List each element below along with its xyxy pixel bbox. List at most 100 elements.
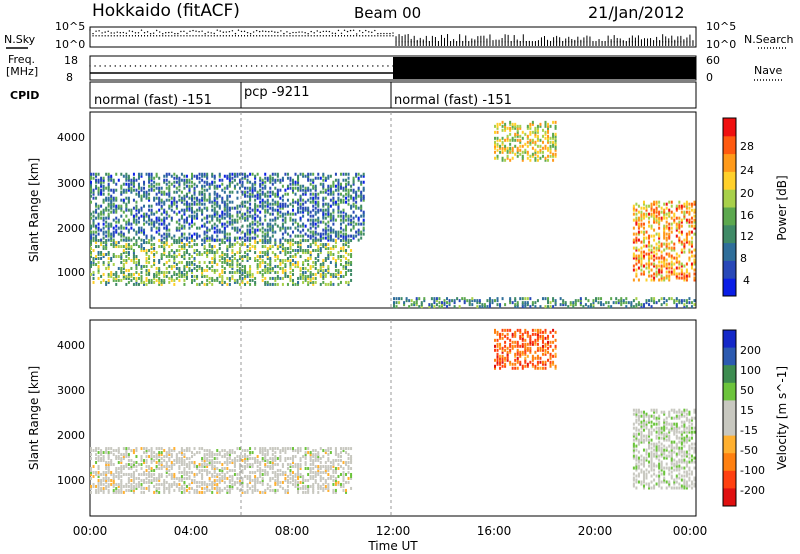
power-cell: [135, 260, 138, 264]
power-cell: [317, 172, 320, 176]
power-cell: [112, 202, 115, 206]
power-cell: [160, 282, 163, 286]
velocity-cell: [148, 449, 151, 453]
noise-search-mark: [155, 29, 158, 32]
velocity-cell: [228, 486, 231, 490]
power-cell: [299, 234, 302, 238]
power-cell: [668, 232, 671, 236]
power-cell: [329, 230, 332, 234]
power-cell: [117, 204, 120, 208]
power-cell: [213, 190, 216, 194]
velocity-cell: [92, 484, 95, 488]
noise-search-mark: [186, 32, 188, 35]
power-cell: [511, 126, 514, 130]
power-cell: [140, 198, 143, 202]
power-cell: [451, 299, 454, 303]
velocity-cell: [180, 459, 183, 463]
power-cell: [327, 204, 330, 208]
power-cell: [488, 305, 491, 309]
power-cell: [526, 144, 529, 148]
power-cell: [122, 274, 125, 278]
power-cell: [105, 266, 108, 270]
power-cell: [680, 224, 683, 228]
velocity-cell: [180, 461, 183, 465]
power-cell: [332, 230, 335, 234]
velocity-cell: [216, 453, 219, 457]
power-cell: [112, 208, 115, 212]
power-cell: [185, 262, 188, 266]
velocity-cell: [175, 453, 178, 457]
velocity-cell: [251, 463, 254, 467]
power-cell: [274, 264, 277, 268]
power-cell: [322, 260, 325, 264]
power-cell: [302, 280, 305, 284]
power-cell: [216, 210, 219, 214]
power-cell: [355, 200, 358, 204]
velocity-cell: [140, 482, 143, 486]
power-cell: [620, 299, 623, 303]
power-cell: [249, 202, 252, 206]
power-cell: [337, 234, 340, 238]
power-cell: [244, 218, 247, 222]
power-cell: [685, 232, 688, 236]
power-cell: [218, 218, 221, 222]
power-cell: [663, 224, 666, 228]
velocity-cell: [208, 482, 211, 486]
power-cell: [509, 299, 512, 303]
power-cell: [183, 198, 186, 202]
power-cell: [244, 243, 247, 247]
power-cell: [254, 245, 257, 249]
power-cell: [350, 239, 353, 243]
velocity-cell: [231, 449, 234, 453]
power-cell: [92, 230, 95, 234]
power-cell: [92, 196, 95, 200]
velocity-cell: [97, 455, 100, 459]
power-cell: [332, 196, 335, 200]
power-cell: [148, 214, 151, 218]
power-cell: [238, 247, 241, 251]
velocity-cell: [188, 449, 191, 453]
power-cell: [327, 268, 330, 272]
power-cell: [314, 188, 317, 192]
power-cell: [150, 238, 153, 242]
power-cell: [120, 232, 123, 236]
power-cell: [254, 282, 257, 286]
power-cell: [350, 194, 353, 198]
power-cell: [683, 299, 686, 303]
power-cell: [216, 186, 219, 190]
power-cell: [185, 208, 188, 212]
power-cell: [105, 216, 108, 220]
velocity-cell: [112, 449, 115, 453]
power-cell: [314, 243, 317, 247]
power-cell: [292, 198, 294, 202]
power-cell: [440, 301, 443, 305]
velocity-cell: [120, 459, 123, 463]
power-cell: [360, 232, 363, 236]
power-cell: [271, 224, 274, 228]
power-cell: [514, 132, 517, 136]
power-cell: [653, 210, 656, 214]
velocity-cell: [249, 480, 252, 484]
power-cell: [153, 274, 156, 278]
power-cell: [342, 218, 345, 222]
velocity-cell: [246, 482, 249, 486]
power-cell: [294, 282, 297, 286]
power-cell: [650, 297, 653, 301]
power-cell: [97, 268, 100, 272]
power-cell: [327, 266, 330, 270]
power-cell: [137, 172, 140, 176]
power-cell: [329, 228, 332, 232]
velocity-cell: [241, 480, 244, 484]
power-cell: [297, 251, 300, 255]
power-cell: [688, 250, 691, 254]
power-cell: [665, 216, 668, 220]
power-cell: [127, 274, 130, 278]
power-cell: [655, 264, 658, 268]
power-cell: [668, 270, 671, 274]
power-cell: [231, 200, 234, 204]
power-cell: [132, 180, 135, 184]
power-cell: [443, 299, 446, 303]
power-cell: [332, 282, 335, 286]
power-cell: [203, 232, 206, 236]
velocity-cell: [145, 468, 148, 472]
